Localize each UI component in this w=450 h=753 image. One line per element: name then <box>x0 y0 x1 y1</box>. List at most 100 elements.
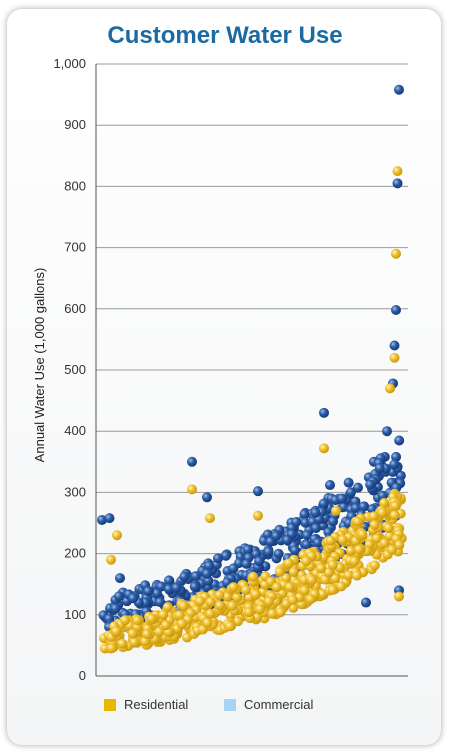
residential-point <box>287 594 298 605</box>
legend-label-commercial: Commercial <box>244 697 314 712</box>
residential-point <box>319 443 329 454</box>
residential-point <box>160 620 171 631</box>
commercial-point <box>389 459 400 470</box>
y-axis-label: Annual Water Use (1,000 gallons) <box>32 268 47 463</box>
y-tick-label: 1,000 <box>53 56 86 71</box>
commercial-point <box>328 516 339 527</box>
residential-point <box>345 545 356 556</box>
commercial-point <box>291 517 302 528</box>
residential-point <box>263 596 274 607</box>
commercial-point <box>374 463 385 474</box>
commercial-point <box>302 530 313 541</box>
residential-point <box>111 626 122 637</box>
commercial-point <box>310 523 321 534</box>
residential-point <box>389 510 400 521</box>
residential-point <box>316 563 327 574</box>
residential-point <box>327 559 338 570</box>
commercial-point <box>212 553 223 564</box>
commercial-point <box>104 513 115 524</box>
commercial-point <box>318 498 329 509</box>
residential-point <box>267 608 278 619</box>
commercial-point <box>395 470 406 481</box>
residential-point <box>222 591 233 602</box>
residential-point <box>232 592 243 603</box>
commercial-point <box>143 586 154 597</box>
commercial-point <box>155 597 166 608</box>
residential-point <box>146 613 157 624</box>
commercial-point <box>114 591 125 602</box>
commercial-point <box>254 556 265 567</box>
residential-point <box>162 602 173 613</box>
residential-point <box>274 566 285 577</box>
residential-point <box>368 511 379 522</box>
residential-point <box>371 533 382 544</box>
residential-point <box>349 556 360 567</box>
axes <box>95 64 408 677</box>
commercial-point <box>273 548 284 559</box>
residential-point <box>377 507 388 518</box>
residential-point <box>327 584 338 595</box>
y-tick-label: 400 <box>64 423 86 438</box>
residential-point <box>390 500 401 511</box>
legend-swatch-residential <box>104 698 116 711</box>
residential-point <box>383 522 394 533</box>
residential-point <box>241 585 252 596</box>
commercial-point <box>290 545 301 556</box>
residential-point <box>336 581 347 592</box>
commercial-point <box>171 582 182 593</box>
residential-point <box>337 534 348 545</box>
residential-point <box>271 582 282 593</box>
commercial-point <box>394 435 405 446</box>
residential-point <box>306 575 317 586</box>
residential-point <box>205 513 215 524</box>
y-tick-label: 600 <box>64 301 86 316</box>
commercial-point <box>382 426 392 437</box>
commercial-point <box>300 517 311 528</box>
residential-point <box>288 567 299 578</box>
residential-point <box>275 607 286 618</box>
residential-point <box>387 544 398 555</box>
residential-point <box>195 596 206 607</box>
residential-point <box>330 573 341 584</box>
residential-point <box>354 544 365 555</box>
residential-point <box>129 637 140 648</box>
commercial-point <box>179 571 190 582</box>
residential-point <box>301 556 312 567</box>
commercial-point <box>299 509 310 520</box>
residential-point <box>106 643 117 654</box>
chart-title: Customer Water Use <box>107 22 343 49</box>
legend-item-commercial: Commercial <box>224 697 313 712</box>
residential-point <box>351 570 362 581</box>
residential-point <box>253 510 263 521</box>
legend-label-residential: Residential <box>124 697 189 712</box>
commercial-point <box>312 537 323 548</box>
residential-point <box>225 621 236 632</box>
residential-point <box>205 596 216 607</box>
commercial-point <box>253 486 263 497</box>
residential-point <box>305 594 316 605</box>
y-tick-label: 300 <box>64 484 86 499</box>
y-tick-label: 500 <box>64 362 86 377</box>
commercial-point <box>263 546 274 557</box>
commercial-point <box>282 535 293 546</box>
commercial-point <box>189 581 200 592</box>
y-tick-label: 800 <box>64 178 86 193</box>
residential-point <box>331 505 341 516</box>
residential-point <box>325 535 336 546</box>
commercial-point <box>265 536 276 547</box>
residential-point <box>117 638 128 649</box>
y-tick-label: 200 <box>64 546 86 561</box>
residential-point <box>205 608 216 619</box>
commercial-point <box>391 451 402 462</box>
commercial-point <box>358 501 369 512</box>
residential-point <box>391 248 401 259</box>
residential-point <box>112 530 122 541</box>
commercial-point <box>365 479 376 490</box>
commercial-point <box>228 563 239 574</box>
residential-point <box>392 166 403 177</box>
residential-point <box>202 617 213 628</box>
commercial-point <box>202 492 212 503</box>
residential-point <box>343 570 354 581</box>
commercial-point <box>128 593 139 604</box>
y-tick-label: 900 <box>64 117 86 132</box>
